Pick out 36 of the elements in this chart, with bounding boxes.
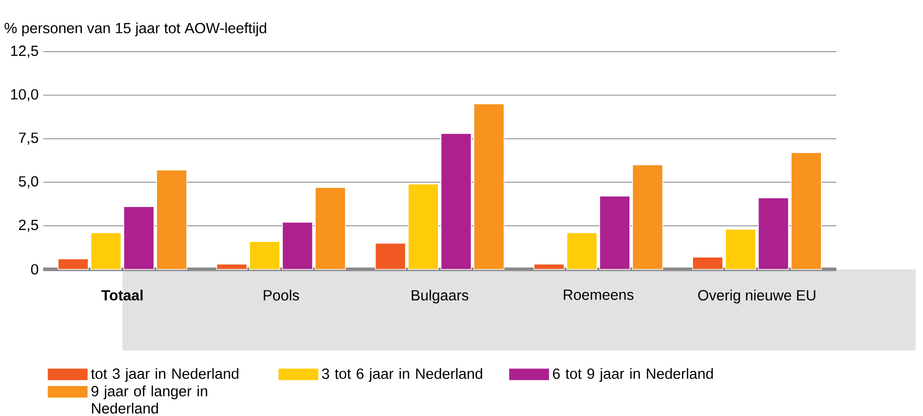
y-axis-title: % personen van 15 jaar tot AOW-leeftijd — [4, 22, 266, 36]
y-tick-label: 12,5 — [11, 46, 38, 58]
bar — [123, 206, 154, 270]
x-tick-label: Roemeens — [564, 290, 634, 300]
bar — [249, 241, 280, 270]
y-tick-label: 0 — [31, 264, 38, 275]
legend-label: 9 jaar of langer in Nederland — [92, 386, 208, 414]
x-tick-label: Totaal — [101, 290, 143, 300]
bar — [692, 256, 724, 270]
bar — [474, 104, 504, 270]
y-tick-label: 10,0 — [11, 89, 38, 102]
bar — [440, 133, 472, 270]
bar — [90, 232, 122, 270]
x-tick-label: Pools — [264, 290, 299, 300]
bar — [790, 152, 822, 270]
y-tick-label: 7,5 — [18, 132, 38, 145]
bar — [632, 164, 664, 270]
y-tick-label: 5,0 — [18, 176, 38, 188]
y-tick-label: 2,5 — [18, 220, 38, 232]
bar — [758, 198, 789, 270]
legend-label: 6 tot 9 jaar in Nederland — [552, 368, 713, 382]
bar — [156, 170, 188, 270]
legend-label: tot 3 jaar in Nederland — [91, 368, 238, 382]
bar — [58, 258, 89, 270]
bar — [282, 222, 313, 270]
bar — [408, 184, 439, 270]
legend-label: 3 tot 6 jaar in Nederland — [322, 368, 482, 382]
x-tick-label: Overig nieuwe EU — [698, 290, 816, 304]
bar — [599, 196, 630, 270]
bar — [216, 264, 248, 270]
bar — [566, 232, 598, 270]
bar — [314, 187, 346, 270]
bar — [534, 264, 565, 270]
bar — [725, 228, 756, 270]
x-tick-label: Bulgaars — [412, 290, 468, 304]
bar — [374, 242, 406, 270]
